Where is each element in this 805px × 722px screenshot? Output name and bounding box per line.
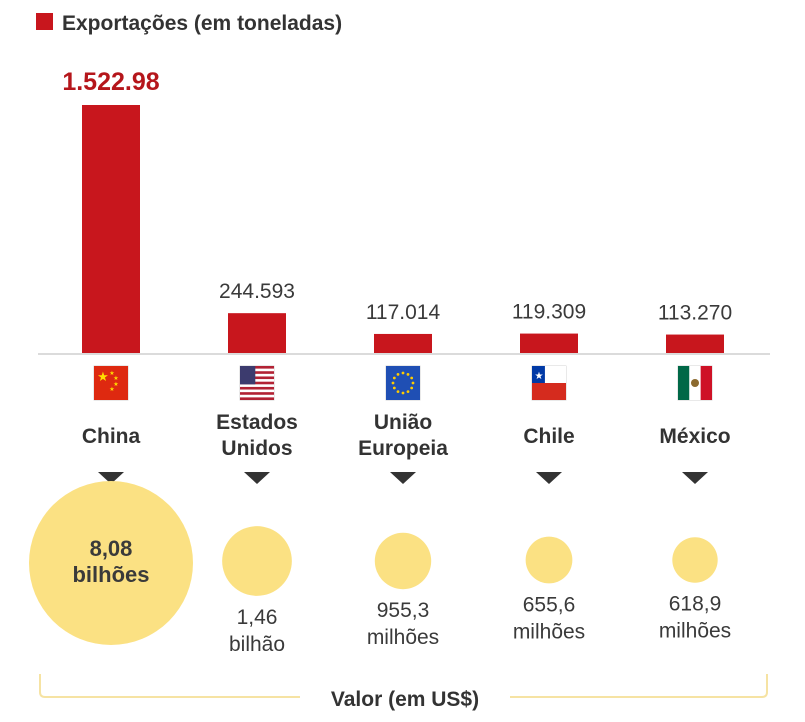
legend-label: Exportações (em toneladas)	[62, 12, 342, 35]
country-label-2-0: União	[374, 411, 432, 434]
value-label-1-1: bilhão	[229, 633, 285, 656]
value-bubble-3	[525, 536, 573, 584]
value-bubble-0	[29, 481, 193, 645]
svg-text:★: ★	[535, 371, 544, 382]
down-arrow-icon-4	[682, 472, 708, 484]
bubbles-group	[29, 481, 718, 645]
eu-flag-icon	[385, 365, 421, 401]
country-label-4-0: México	[659, 425, 730, 448]
value-label-3-1: milhões	[513, 620, 585, 643]
svg-text:★: ★	[113, 381, 118, 388]
china-flag-icon: ★ ★★★★	[93, 365, 129, 401]
country-label-1-0: Estados	[216, 411, 298, 434]
legend-swatch	[36, 13, 53, 30]
down-arrow-icon-2	[390, 472, 416, 484]
usa-flag-icon	[239, 365, 275, 401]
svg-text:★: ★	[97, 370, 109, 385]
value-label-0-1: bilhões	[72, 562, 149, 587]
value-label-0-0: 8,08	[90, 536, 133, 561]
country-labels-group: China Estados Unidos União Europeia Chile Méxi…	[82, 411, 731, 460]
value-label-1-0: 1,46	[237, 606, 278, 629]
value-label-4-0: 618,9	[669, 593, 722, 616]
bar-0	[82, 105, 140, 353]
svg-text:★: ★	[113, 375, 118, 382]
bubble-axis-title: Valor (em US$)	[331, 688, 479, 711]
svg-text:★: ★	[109, 386, 114, 393]
bar-value-label-2: 117.014	[366, 301, 441, 324]
value-bubble-4	[672, 537, 718, 583]
value-label-4-1: milhões	[659, 620, 731, 643]
bar-labels-group: 1.522.98 244.593 117.014 119.309 113.270	[62, 68, 732, 325]
bar-3	[520, 333, 578, 353]
bar-4	[666, 334, 724, 353]
bars-group	[82, 105, 724, 353]
arrows-group	[98, 472, 708, 484]
value-bubble-1	[222, 526, 292, 596]
country-label-0-0: China	[82, 425, 141, 448]
bar-2	[374, 333, 432, 353]
value-label-2-0: 955,3	[377, 599, 430, 622]
value-label-2-1: milhões	[367, 626, 439, 649]
svg-text:★: ★	[109, 370, 114, 377]
chile-flag-icon: ★	[531, 365, 567, 401]
bubble-axis-bracket	[39, 674, 768, 698]
country-label-3-0: Chile	[523, 425, 574, 448]
bar-value-label-4: 113.270	[658, 302, 732, 325]
bar-value-label-0: 1.522.98	[62, 68, 159, 96]
mexico-flag-icon	[677, 365, 713, 401]
down-arrow-icon-3	[536, 472, 562, 484]
bar-value-label-3: 119.309	[512, 301, 586, 324]
value-bubble-2	[374, 532, 432, 590]
country-label-2-1: Europeia	[358, 437, 448, 460]
value-label-3-0: 655,6	[523, 593, 576, 616]
down-arrow-icon-1	[244, 472, 270, 484]
bar-1	[228, 313, 286, 353]
flags-group: ★ ★★★★★	[93, 365, 713, 401]
down-arrow-icon-0	[98, 472, 124, 484]
bar-value-label-1: 244.593	[219, 280, 295, 303]
country-label-1-1: Unidos	[221, 437, 292, 460]
